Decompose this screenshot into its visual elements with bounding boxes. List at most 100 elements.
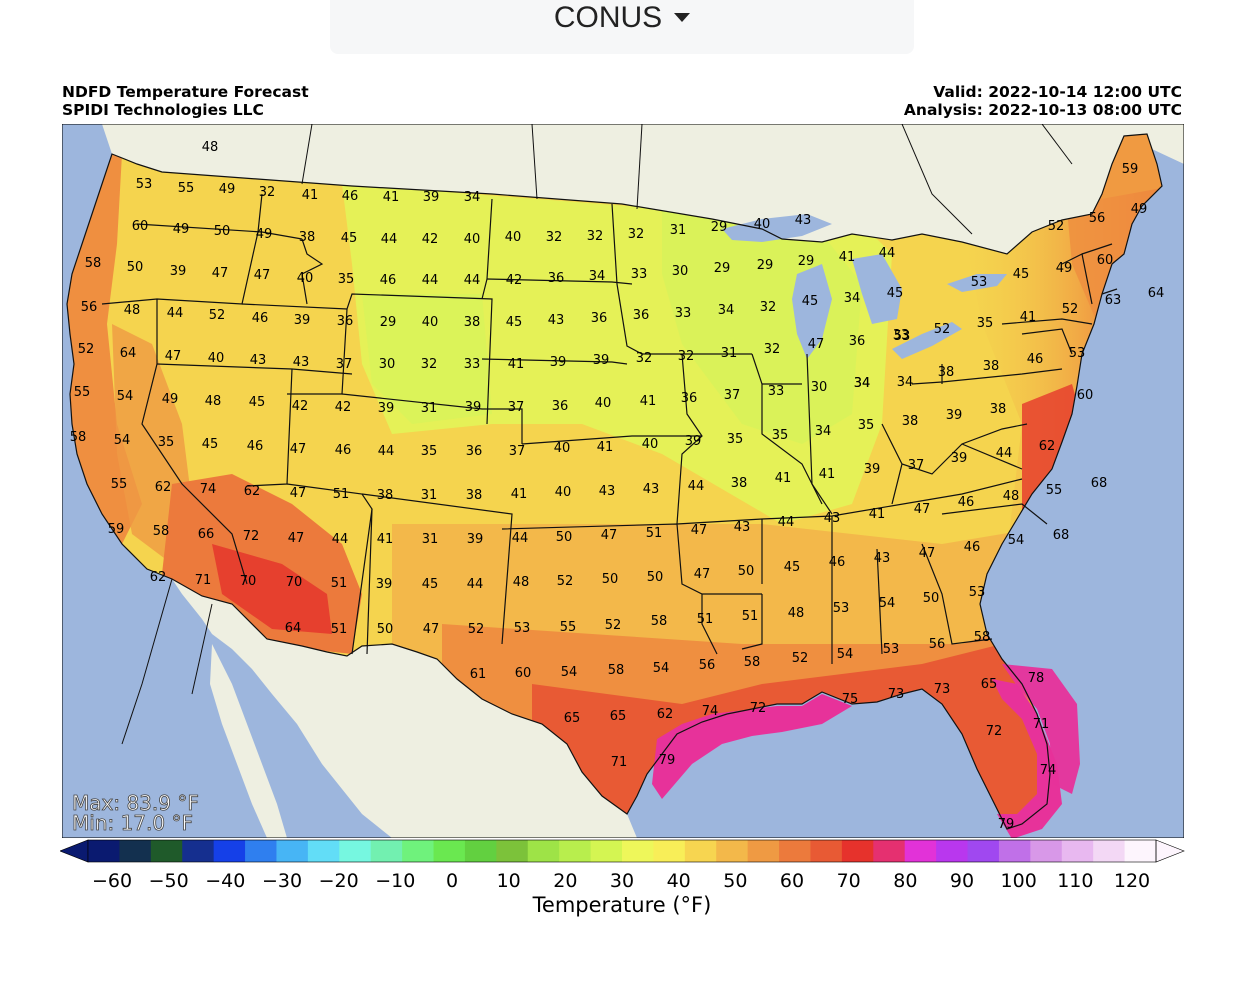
temperature-label: 72 <box>986 724 1003 739</box>
temperature-label: 64 <box>120 346 137 361</box>
region-selector[interactable]: CONUS <box>330 0 914 54</box>
temperature-label: 36 <box>552 399 569 414</box>
temperature-label: 44 <box>879 246 896 261</box>
temperature-label: 60 <box>515 666 532 681</box>
temperature-label: 39 <box>170 264 187 279</box>
temperature-label: 56 <box>929 637 946 652</box>
temperature-label: 50 <box>923 591 940 606</box>
temperature-label: 41 <box>775 471 792 486</box>
temperature-label: 62 <box>155 480 172 495</box>
temperature-label: 55 <box>178 181 195 196</box>
temperature-label: 44 <box>996 446 1013 461</box>
temperature-label: 33 <box>768 384 785 399</box>
colorbar-segment <box>684 840 717 862</box>
temperature-label: 45 <box>341 231 358 246</box>
temperature-label: 64 <box>1148 286 1165 301</box>
colorbar-segment <box>747 840 780 862</box>
title-line-2: SPIDI Technologies LLC <box>62 101 264 119</box>
colorbar-segment <box>716 840 749 862</box>
lake-superior <box>722 214 832 242</box>
temperature-label: 30 <box>379 357 396 372</box>
temperature-label: 43 <box>795 213 812 228</box>
temperature-label: 55 <box>560 620 577 635</box>
temperature-map: 48 53 55 49 32 41 46 41 39 34 60 49 50 49 38 45 44 42 40 40… <box>62 124 1184 838</box>
temperature-label: 54 <box>117 389 134 404</box>
temperature-label: 49 <box>173 222 190 237</box>
temperature-label: 32 <box>628 227 645 242</box>
temperature-label: 48 <box>1003 489 1020 504</box>
temperature-label: 43 <box>250 353 267 368</box>
temperature-label: 38 <box>938 365 955 380</box>
temperature-label: 39 <box>864 462 881 477</box>
temperature-label: 39 <box>467 532 484 547</box>
temperature-label: 46 <box>252 311 269 326</box>
temperature-label: 41 <box>377 532 394 547</box>
colorbar-tick-label: −30 <box>262 870 302 890</box>
temperature-label: 50 <box>738 564 755 579</box>
lake-ontario <box>947 274 1007 292</box>
temperature-label: 65 <box>564 711 581 726</box>
temperature-labels: 48 53 55 49 32 41 46 41 39 34 60 49 50 49 38 45 44 42 40 40… <box>70 140 1165 832</box>
temperature-label: 32 <box>546 230 563 245</box>
temperature-label: 38 <box>731 476 748 491</box>
temperature-label: 72 <box>750 701 767 716</box>
temperature-label: 40 <box>595 396 612 411</box>
colorbar: −60 −50 −40 −30 −20 −10 0 10 20 30 40 50 60 70 80 90 100… <box>60 839 1185 890</box>
chevron-down-icon <box>674 12 691 22</box>
colorbar-tick-label: 120 <box>1114 870 1150 890</box>
temperature-label: 35 <box>772 428 789 443</box>
temperature-label: 52 <box>209 308 226 323</box>
colorbar-tick-label: −60 <box>92 870 132 890</box>
temperature-label: 58 <box>744 655 761 670</box>
temperature-label: 58 <box>651 614 668 629</box>
temperature-label: 55 <box>74 385 91 400</box>
temperature-label: 50 <box>377 622 394 637</box>
title-line-1: NDFD Temperature Forecast <box>62 83 309 101</box>
temperature-label: 29 <box>798 254 815 269</box>
temperature-label: 50 <box>556 530 573 545</box>
florida-warm-band <box>992 679 1062 838</box>
temperature-label: 32 <box>764 342 781 357</box>
temperature-label: 38 <box>377 488 394 503</box>
temperature-label: 29 <box>711 220 728 235</box>
temperature-label: 49 <box>162 392 179 407</box>
temperature-label: 45 <box>802 294 819 309</box>
state-borders <box>66 133 1163 830</box>
temperature-label: 68 <box>1053 528 1070 543</box>
temperature-label: 68 <box>1091 476 1108 491</box>
temperature-label: 39 <box>465 400 482 415</box>
temperature-label: 36 <box>681 391 698 406</box>
temperature-label: 79 <box>659 753 676 768</box>
temperature-label: 46 <box>380 273 397 288</box>
temperature-label: 37 <box>724 388 741 403</box>
temperature-label: 53 <box>971 275 988 290</box>
temperature-label: 45 <box>506 315 523 330</box>
temperature-label: 49 <box>1056 261 1073 276</box>
temperature-label: 40 <box>554 441 571 456</box>
temperature-label: 53 <box>136 177 153 192</box>
temperature-label: 41 <box>383 190 400 205</box>
colorbar-segment <box>590 840 623 862</box>
temperature-label: 53 <box>1069 346 1086 361</box>
colorbar-tick-label: −40 <box>205 870 245 890</box>
temperature-label: 74 <box>200 482 217 497</box>
colorbar-max-arrow <box>1155 839 1185 863</box>
temperature-label: 38 <box>466 488 483 503</box>
temperature-label: 38 <box>464 315 481 330</box>
temperature-label: 47 <box>694 567 711 582</box>
colorbar-ticks: −60 −50 −40 −30 −20 −10 0 10 20 30 40 50 60 70 80 90 100… <box>92 870 1150 890</box>
temperature-label: 52 <box>934 322 951 337</box>
temperature-label: 37 <box>509 444 526 459</box>
temperature-label: 74 <box>1040 763 1057 778</box>
temperature-label: 38 <box>990 402 1007 417</box>
temperature-label: 40 <box>464 232 481 247</box>
temperature-label: 54 <box>114 433 131 448</box>
temperature-label: 41 <box>302 188 319 203</box>
temperature-label: 52 <box>557 574 574 589</box>
colorbar-segment <box>810 840 843 862</box>
temperature-label: 39 <box>294 313 311 328</box>
temperature-label: 43 <box>734 520 751 535</box>
colorbar-tick-label: 90 <box>950 870 974 890</box>
colorbar-segment <box>779 840 811 862</box>
colorbar-tick-label: 110 <box>1057 870 1093 890</box>
